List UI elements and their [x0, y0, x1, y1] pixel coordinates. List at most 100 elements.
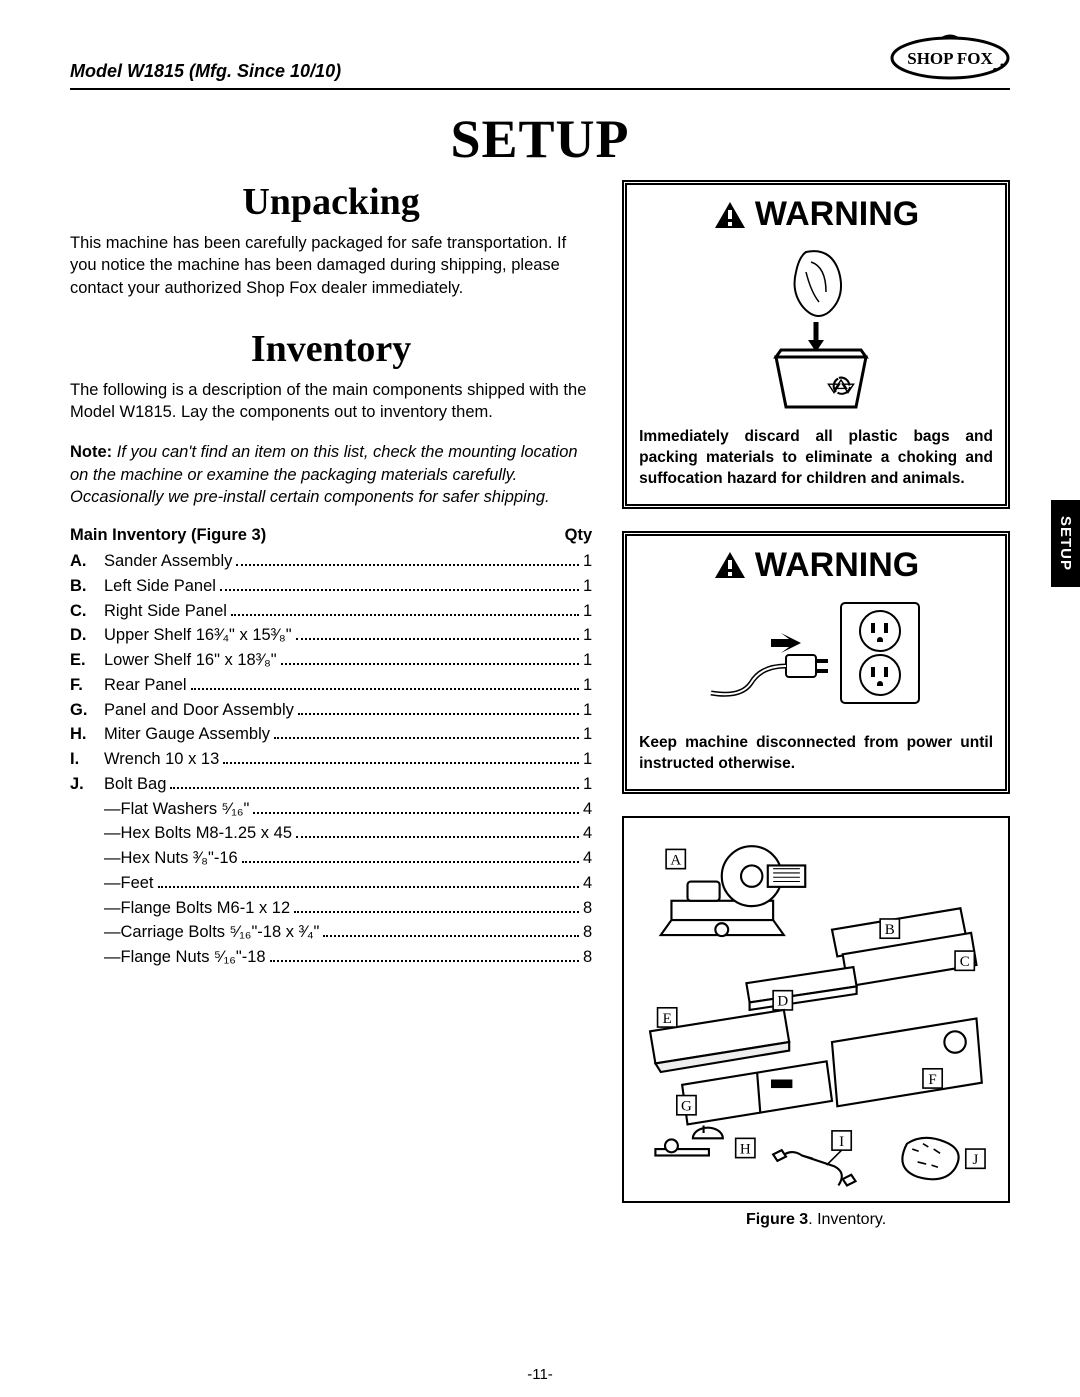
svg-text:J: J	[973, 1152, 979, 1168]
inv-letter: D.	[70, 623, 104, 648]
inv-qty: 1	[583, 648, 592, 673]
inv-name: Flange Bolts M6-1 x 12	[104, 896, 290, 921]
figure-3: A B C D	[622, 816, 1010, 1230]
unpacking-heading: Unpacking	[70, 180, 592, 224]
inventory-item: Carriage Bolts ⁵⁄₁₆"-18 x ³⁄₄"8	[70, 920, 592, 945]
inv-header-left: Main Inventory (Figure 3)	[70, 526, 266, 545]
inv-qty: 4	[583, 821, 592, 846]
inv-name: Right Side Panel	[104, 599, 227, 624]
unpacking-text: This machine has been carefully packaged…	[70, 232, 592, 299]
inventory-item: G.Panel and Door Assembly 1	[70, 698, 592, 723]
inv-dots	[220, 579, 579, 591]
inv-dots	[296, 827, 579, 839]
inventory-item: J.Bolt Bag 1	[70, 772, 592, 797]
inv-qty: 1	[583, 698, 592, 723]
svg-text:SHOP FOX: SHOP FOX	[907, 49, 993, 68]
inventory-table-header: Main Inventory (Figure 3) Qty	[70, 526, 592, 545]
figure-caption-text: . Inventory.	[808, 1211, 886, 1228]
inv-qty: 1	[583, 549, 592, 574]
inv-name: Hex Bolts M8-1.25 x 45	[104, 821, 292, 846]
page-title: SETUP	[70, 108, 1010, 170]
inv-qty: 1	[583, 599, 592, 624]
inv-letter: C.	[70, 599, 104, 624]
alert-icon	[713, 550, 747, 580]
inv-letter: G.	[70, 698, 104, 723]
inventory-item: I.Wrench 10 x 13 1	[70, 747, 592, 772]
figure-caption: Figure 3. Inventory.	[622, 1211, 1010, 1229]
inv-name: Panel and Door Assembly	[104, 698, 294, 723]
inventory-item: Flange Nuts ⁵⁄₁₆"-18 8	[70, 945, 592, 970]
inv-dots	[270, 951, 579, 963]
svg-text:A: A	[670, 852, 681, 868]
model-text: Model W1815 (Mfg. Since 10/10)	[70, 61, 341, 82]
inv-qty: 8	[583, 945, 592, 970]
page-number: -11-	[0, 1366, 1080, 1383]
inventory-item: Flat Washers ⁵⁄₁₆" 4	[70, 797, 592, 822]
inventory-item: E.Lower Shelf 16" x 18³⁄₈"1	[70, 648, 592, 673]
inv-dots	[281, 654, 579, 666]
svg-text:C: C	[960, 954, 970, 970]
page-header: Model W1815 (Mfg. Since 10/10) SHOP FOX	[70, 30, 1010, 90]
inv-qty: 8	[583, 896, 592, 921]
warning-text: Immediately discard all plastic bags and…	[639, 427, 993, 490]
inv-dots	[298, 703, 579, 715]
inv-name: Rear Panel	[104, 673, 187, 698]
inventory-item: Flange Bolts M6-1 x 12 8	[70, 896, 592, 921]
inv-name: Feet	[104, 871, 154, 896]
inv-name: Wrench 10 x 13	[104, 747, 219, 772]
inv-qty: 1	[583, 623, 592, 648]
inv-qty: 4	[583, 797, 592, 822]
inv-dots	[223, 753, 579, 765]
inv-qty: 1	[583, 747, 592, 772]
inventory-intro: The following is a description of the ma…	[70, 379, 592, 424]
inv-dots	[274, 728, 579, 740]
alert-icon	[713, 200, 747, 230]
inv-dots	[242, 852, 579, 864]
inv-dots	[231, 604, 579, 616]
inv-dots	[158, 876, 579, 888]
inventory-item: Feet 4	[70, 871, 592, 896]
unplug-illustration	[639, 593, 993, 723]
svg-text:B: B	[885, 922, 895, 938]
note-body: If you can't find an item on this list, …	[70, 443, 578, 506]
svg-text:F: F	[929, 1071, 937, 1087]
inv-dots	[296, 629, 579, 641]
inv-qty: 1	[583, 673, 592, 698]
inv-name: Left Side Panel	[104, 574, 216, 599]
inventory-item: H.Miter Gauge Assembly1	[70, 722, 592, 747]
inv-name: Flat Washers ⁵⁄₁₆"	[104, 797, 249, 822]
inv-qty: 4	[583, 846, 592, 871]
inv-letter: F.	[70, 673, 104, 698]
inv-letter: H.	[70, 722, 104, 747]
inv-letter: B.	[70, 574, 104, 599]
inv-name: Flange Nuts ⁵⁄₁₆"-18	[104, 945, 266, 970]
inv-letter: A.	[70, 549, 104, 574]
inventory-list: A.Sander Assembly1B.Left Side Panel1C.Ri…	[70, 549, 592, 970]
warning-title: WARNING	[639, 195, 993, 234]
inventory-item: Hex Bolts M8-1.25 x 45 4	[70, 821, 592, 846]
inv-dots	[294, 901, 579, 913]
inv-dots	[253, 802, 579, 814]
inventory-note: Note: If you can't find an item on this …	[70, 441, 592, 508]
inv-name: Sander Assembly	[104, 549, 232, 574]
inv-qty: 1	[583, 772, 592, 797]
inv-name: Bolt Bag	[104, 772, 166, 797]
svg-text:I: I	[839, 1133, 844, 1149]
inventory-item: A.Sander Assembly 1	[70, 549, 592, 574]
inv-letter: I.	[70, 747, 104, 772]
inv-letter: J.	[70, 772, 104, 797]
discard-bag-illustration	[639, 242, 993, 417]
warning-label: WARNING	[755, 546, 919, 585]
svg-text:G: G	[681, 1098, 692, 1114]
inv-name: Upper Shelf 16³⁄₄" x 15³⁄₈"	[104, 623, 292, 648]
inv-qty: 4	[583, 871, 592, 896]
inv-dots	[170, 777, 579, 789]
inv-dots	[236, 555, 579, 567]
inv-qty: 1	[583, 722, 592, 747]
warning-title: WARNING	[639, 546, 993, 585]
section-tab: SETUP	[1051, 500, 1080, 587]
inventory-item: C.Right Side Panel 1	[70, 599, 592, 624]
inventory-illustration: A B C D	[634, 828, 998, 1192]
brand-logo: SHOP FOX	[890, 30, 1010, 82]
svg-text:E: E	[663, 1010, 672, 1026]
